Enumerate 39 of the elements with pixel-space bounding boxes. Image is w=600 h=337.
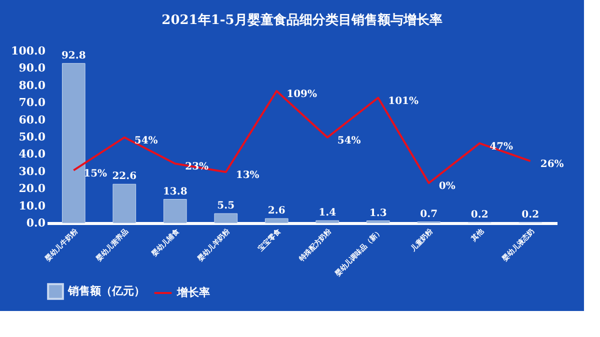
data-label: 1.4 [318,208,336,219]
bar [62,63,86,224]
y-tick-label: 0.0 [26,216,46,230]
bar [163,199,187,224]
data-label: 0.2 [470,210,488,221]
y-tick-label: 50.0 [18,130,46,144]
data-label: 101% [388,96,419,107]
bar [264,218,288,224]
data-label: 47% [490,141,514,152]
data-label: 54% [134,135,158,146]
data-label: 13% [236,170,260,182]
y-tick-label: 10.0 [18,199,46,212]
legend-label: 增长率 [176,286,210,299]
data-label: 13.8 [162,186,188,198]
data-label: 109% [286,89,318,100]
y-tick-label: 70.0 [18,96,46,110]
bar [112,184,136,224]
y-tick-label: 40.0 [18,148,46,161]
legend-label: 销售额（亿元） [67,284,145,298]
data-label: 1.3 [369,208,387,219]
data-label: 26% [540,159,564,170]
bar [316,220,340,224]
y-tick-label: 100.0 [11,44,46,58]
y-tick-label: 20.0 [18,182,46,196]
data-label: 0% [438,181,456,192]
data-label: 92.8 [61,50,86,62]
bar [366,220,390,224]
data-label: 0.2 [522,210,540,221]
chart-title: 2021年1-5月婴童食品细分类目销售额与增长率 [162,12,442,28]
data-label: 54% [337,135,362,146]
y-tick-label: 60.0 [18,113,46,126]
bar [214,213,238,224]
y-tick-label: 80.0 [18,78,46,92]
data-label: 2.6 [268,206,286,217]
data-label: 5.5 [217,200,235,212]
data-label: 22.6 [112,171,137,182]
data-label: 0.7 [420,208,438,220]
y-tick-label: 90.0 [18,62,46,75]
y-tick-label: 30.0 [18,164,46,178]
